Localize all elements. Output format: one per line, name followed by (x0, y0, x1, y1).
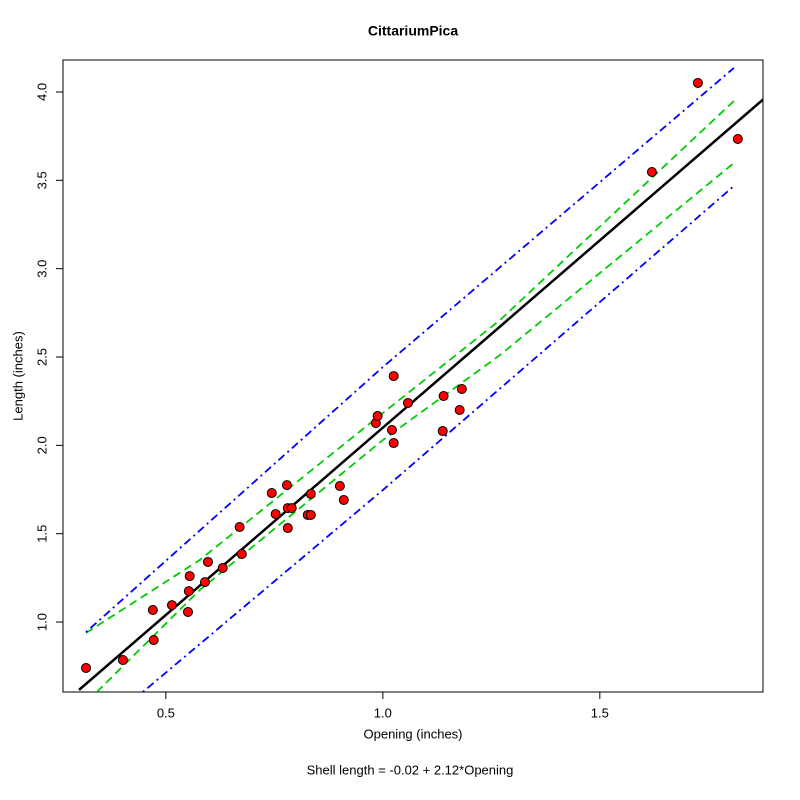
point (438, 391, 449, 402)
fit-line (85, 100, 735, 634)
point (148, 635, 159, 646)
point (732, 133, 743, 144)
point (386, 424, 397, 435)
point (199, 577, 210, 588)
point (388, 438, 399, 449)
point (270, 509, 281, 520)
point (81, 662, 92, 673)
point (217, 562, 228, 573)
point (305, 509, 316, 520)
fit-line (85, 67, 735, 633)
fit-line (78, 97, 763, 691)
x-tick-label: 1.0 (374, 705, 392, 720)
point (286, 503, 297, 514)
y-axis-label: Length (inches) (10, 331, 25, 421)
point (305, 488, 316, 499)
point (282, 523, 293, 534)
y-tick-label: 2.5 (34, 348, 49, 366)
x-tick-label: 0.5 (157, 705, 175, 720)
fit-line (96, 162, 735, 692)
point (338, 494, 349, 505)
point (372, 411, 383, 422)
y-tick-label: 1.0 (34, 613, 49, 631)
points (81, 77, 743, 673)
point (166, 600, 177, 611)
plot-frame (62, 59, 764, 693)
point (117, 655, 128, 666)
point (334, 480, 345, 491)
fit-line (142, 185, 735, 692)
point (234, 521, 245, 532)
point (202, 556, 213, 567)
point (692, 77, 703, 88)
point (454, 405, 465, 416)
point (388, 371, 399, 382)
point (266, 488, 277, 499)
point (147, 605, 158, 616)
y-tick-label: 3.5 (34, 171, 49, 189)
point (281, 480, 292, 491)
chart-title: CittariumPica (368, 23, 458, 39)
point (456, 383, 467, 394)
y-tick-label: 2.0 (34, 436, 49, 454)
point (437, 426, 448, 437)
x-tick-label: 1.5 (591, 705, 609, 720)
point (236, 549, 247, 560)
x-axis-label: Opening (inches) (364, 726, 463, 741)
y-tick-label: 4.0 (34, 83, 49, 101)
point (184, 571, 195, 582)
y-tick-label: 1.5 (34, 525, 49, 543)
point (182, 606, 193, 617)
point (183, 586, 194, 597)
point (403, 397, 414, 408)
subtitle: Shell length = -0.02 + 2.12*Opening (307, 762, 514, 777)
point (646, 167, 657, 178)
fit-lines (78, 67, 763, 692)
y-tick-label: 3.0 (34, 260, 49, 278)
